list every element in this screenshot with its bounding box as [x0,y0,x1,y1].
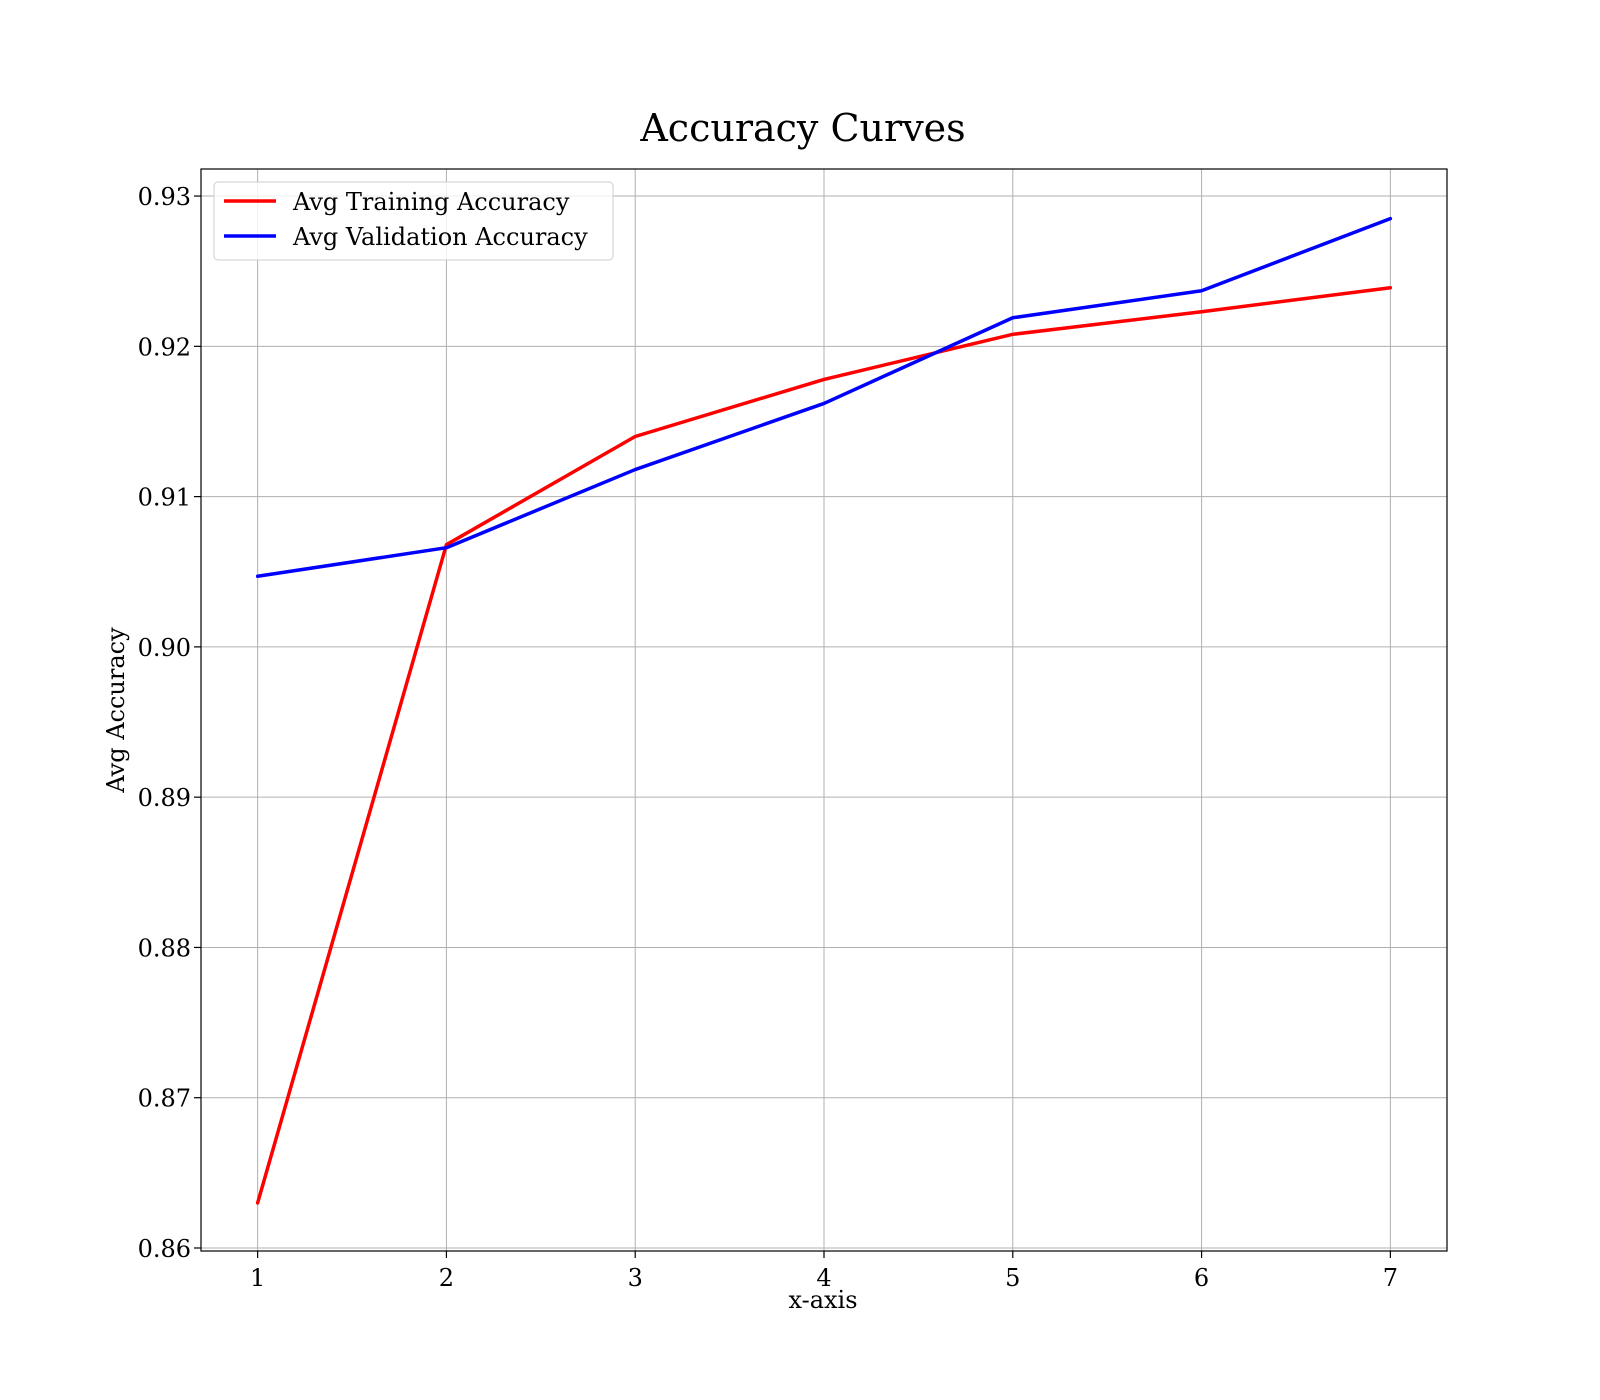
axis-ticks: 1 2 3 4 5 6 7 0.86 0.87 0.88 0.89 0.90 0.91 0.92 0.93 [138,183,1398,1292]
x-tick-label: 4 [816,1264,831,1292]
x-axis-label: x-axis [788,1286,857,1314]
x-tick-label: 3 [628,1264,643,1292]
y-tick-label: 0.87 [138,1085,191,1113]
y-tick-label: 0.86 [138,1235,191,1263]
legend-label-training: Avg Training Accuracy [292,188,570,216]
x-tick-label: 7 [1383,1264,1398,1292]
training-accuracy-line [255,285,1393,1205]
x-tick-label: 5 [1005,1264,1020,1292]
x-tick-label: 1 [250,1264,265,1292]
x-tick-label: 6 [1194,1264,1209,1292]
y-tick-label: 0.89 [138,784,191,812]
legend-box [213,181,614,261]
y-tick-label: 0.91 [138,484,191,512]
grid [201,169,1447,1251]
validation-accuracy-line [255,216,1393,578]
y-tick-label: 0.90 [138,634,191,662]
y-tick-label: 0.93 [138,183,191,211]
plot-lines [255,216,1393,1205]
y-tick-label: 0.88 [138,934,191,962]
y-tick-label: 0.92 [138,333,191,361]
y-axis-label: Avg Accuracy [102,627,130,794]
legend-label-validation: Avg Validation Accuracy [292,223,588,251]
legend: Avg Training Accuracy Avg Validation Acc… [213,181,614,261]
chart-title: Accuracy Curves [639,106,965,150]
x-tick-label: 2 [439,1264,454,1292]
